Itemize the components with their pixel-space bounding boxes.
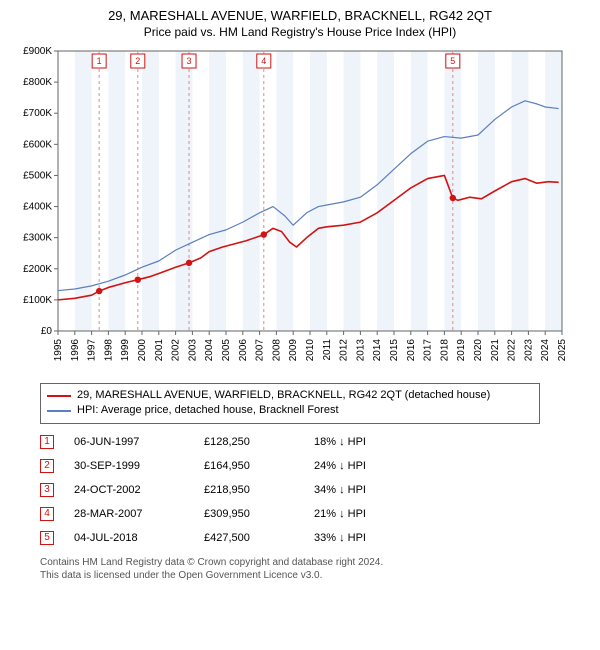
svg-text:£500K: £500K: [23, 170, 52, 181]
event-row: 2 30-SEP-1999 £164,950 24% ↓ HPI: [40, 454, 590, 478]
event-date: 30-SEP-1999: [74, 460, 184, 472]
svg-text:2012: 2012: [339, 339, 350, 362]
event-date: 28-MAR-2007: [74, 508, 184, 520]
svg-text:£0: £0: [41, 326, 53, 337]
title-sub: Price paid vs. HM Land Registry's House …: [10, 25, 590, 39]
event-marker: 3: [40, 483, 54, 497]
svg-text:£100K: £100K: [23, 295, 52, 306]
svg-text:£200K: £200K: [23, 264, 52, 275]
legend-label-hpi: HPI: Average price, detached house, Brac…: [77, 403, 339, 418]
legend-row-property: 29, MARESHALL AVENUE, WARFIELD, BRACKNEL…: [47, 388, 533, 403]
event-diff: 18% ↓ HPI: [314, 436, 404, 448]
svg-text:2014: 2014: [372, 339, 383, 362]
svg-text:2024: 2024: [540, 339, 551, 362]
svg-text:2019: 2019: [456, 339, 467, 362]
legend-swatch-property: [47, 395, 71, 397]
event-diff: 33% ↓ HPI: [314, 532, 404, 544]
event-date: 24-OCT-2002: [74, 484, 184, 496]
svg-text:2011: 2011: [322, 339, 333, 361]
event-marker: 1: [40, 435, 54, 449]
svg-text:2: 2: [135, 56, 140, 66]
svg-text:2022: 2022: [507, 339, 518, 362]
svg-text:1995: 1995: [53, 339, 64, 362]
event-price: £128,250: [204, 436, 294, 448]
svg-text:2008: 2008: [271, 339, 282, 362]
svg-text:2003: 2003: [187, 339, 198, 362]
event-date: 06-JUN-1997: [74, 436, 184, 448]
event-diff: 21% ↓ HPI: [314, 508, 404, 520]
title-block: 29, MARESHALL AVENUE, WARFIELD, BRACKNEL…: [10, 8, 590, 45]
svg-text:£600K: £600K: [23, 139, 52, 150]
svg-text:2004: 2004: [204, 339, 215, 362]
event-row: 5 04-JUL-2018 £427,500 33% ↓ HPI: [40, 526, 590, 550]
svg-text:£300K: £300K: [23, 233, 52, 244]
event-marker: 4: [40, 507, 54, 521]
svg-text:5: 5: [450, 56, 455, 66]
event-marker: 2: [40, 459, 54, 473]
footer-line-2: This data is licensed under the Open Gov…: [40, 569, 590, 582]
svg-text:3: 3: [187, 56, 192, 66]
svg-text:£700K: £700K: [23, 108, 52, 119]
legend: 29, MARESHALL AVENUE, WARFIELD, BRACKNEL…: [40, 383, 540, 424]
svg-text:1999: 1999: [120, 339, 131, 362]
event-price: £164,950: [204, 460, 294, 472]
svg-text:£400K: £400K: [23, 202, 52, 213]
line-chart-svg: £0 £100K £200K £300K £400K £500K £600K £700K £80…: [10, 45, 570, 375]
svg-text:1996: 1996: [70, 339, 81, 362]
svg-text:1998: 1998: [103, 339, 114, 362]
svg-text:2010: 2010: [305, 339, 316, 362]
svg-text:4: 4: [261, 56, 266, 66]
legend-label-property: 29, MARESHALL AVENUE, WARFIELD, BRACKNEL…: [77, 388, 490, 403]
svg-text:2000: 2000: [137, 339, 148, 362]
event-price: £309,950: [204, 508, 294, 520]
svg-text:2007: 2007: [255, 339, 266, 362]
svg-text:2020: 2020: [473, 339, 484, 362]
event-row: 3 24-OCT-2002 £218,950 34% ↓ HPI: [40, 478, 590, 502]
legend-swatch-hpi: [47, 410, 71, 412]
svg-text:2018: 2018: [439, 339, 450, 362]
svg-text:2015: 2015: [389, 339, 400, 362]
svg-text:2013: 2013: [355, 339, 366, 362]
svg-text:1: 1: [97, 56, 102, 66]
event-diff: 34% ↓ HPI: [314, 484, 404, 496]
chart-container: 29, MARESHALL AVENUE, WARFIELD, BRACKNEL…: [0, 0, 600, 650]
footer: Contains HM Land Registry data © Crown c…: [40, 556, 590, 582]
footer-line-1: Contains HM Land Registry data © Crown c…: [40, 556, 590, 569]
event-price: £427,500: [204, 532, 294, 544]
svg-text:2009: 2009: [288, 339, 299, 362]
svg-text:2017: 2017: [423, 339, 434, 362]
event-diff: 24% ↓ HPI: [314, 460, 404, 472]
event-date: 04-JUL-2018: [74, 532, 184, 544]
legend-row-hpi: HPI: Average price, detached house, Brac…: [47, 403, 533, 418]
title-main: 29, MARESHALL AVENUE, WARFIELD, BRACKNEL…: [10, 8, 590, 23]
chart-area: £0 £100K £200K £300K £400K £500K £600K £700K £80…: [10, 45, 590, 375]
event-row: 1 06-JUN-1997 £128,250 18% ↓ HPI: [40, 430, 590, 454]
svg-text:2016: 2016: [406, 339, 417, 362]
svg-text:2021: 2021: [490, 339, 501, 362]
svg-text:2005: 2005: [221, 339, 232, 362]
event-row: 4 28-MAR-2007 £309,950 21% ↓ HPI: [40, 502, 590, 526]
svg-text:2002: 2002: [171, 339, 182, 362]
svg-text:2023: 2023: [523, 339, 534, 362]
svg-text:2001: 2001: [154, 339, 165, 362]
event-price: £218,950: [204, 484, 294, 496]
events-table: 1 06-JUN-1997 £128,250 18% ↓ HPI 2 30-SEP-199…: [40, 430, 590, 550]
svg-text:2025: 2025: [557, 339, 568, 362]
svg-text:2006: 2006: [238, 339, 249, 362]
svg-text:£900K: £900K: [23, 46, 52, 57]
event-marker: 5: [40, 531, 54, 545]
svg-text:£800K: £800K: [23, 77, 52, 88]
svg-text:1997: 1997: [87, 339, 98, 362]
